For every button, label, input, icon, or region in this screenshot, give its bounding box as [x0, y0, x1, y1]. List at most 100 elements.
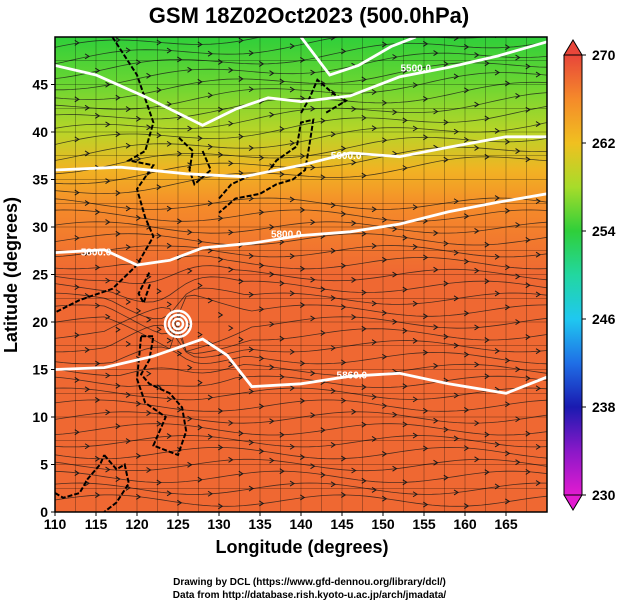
wind-arrow [289, 385, 295, 391]
wind-arrow [392, 109, 398, 116]
wind-arrow [371, 243, 377, 249]
wind-arrow [464, 445, 470, 452]
contour-labels: 5600.0 5500.0 5800.0 5800.0 5860.0 [81, 63, 432, 381]
wind-arrow [382, 137, 388, 144]
contour-line [55, 337, 547, 395]
wind-arrow [525, 468, 531, 475]
wind-arrow [238, 133, 244, 140]
wind-arrow [125, 299, 131, 305]
wind-arrow [525, 375, 531, 382]
wind-arrow [505, 357, 511, 364]
wind-arrow [105, 313, 111, 320]
wind-arrow [115, 289, 121, 295]
wind-arrow [269, 418, 275, 425]
wind-arrow [433, 362, 439, 369]
wind-arrow [464, 44, 470, 50]
wind-arrow [207, 92, 213, 99]
wind-arrow [228, 229, 234, 236]
wind-arrow [443, 156, 449, 163]
wind-arrow [105, 277, 111, 284]
contour-label: 5500.0 [401, 63, 432, 74]
wind-arrow [197, 282, 203, 289]
wind-arrow [351, 106, 357, 112]
wind-arrow [74, 96, 80, 103]
wind-arrow [84, 346, 90, 353]
wind-arrow [423, 313, 429, 320]
wind-arrow [433, 324, 439, 331]
wind-arrow [474, 420, 480, 427]
wind-arrow [95, 209, 101, 215]
wind-arrow [115, 476, 121, 482]
wind-arrow [238, 430, 244, 437]
wind-arrow [207, 394, 213, 401]
wind-arrow [453, 489, 459, 496]
wind-arrow [300, 360, 306, 367]
wind-arrow [177, 499, 183, 506]
wind-arrow [515, 148, 521, 155]
wind-arrow [289, 86, 295, 93]
wind-arrow [330, 388, 336, 394]
wind-arrow [166, 433, 172, 439]
wind-arrow [95, 360, 101, 367]
wind-arrow [279, 468, 285, 475]
wind-arrow [84, 443, 90, 450]
wind-arrow [105, 121, 111, 128]
wind-arrow [494, 441, 500, 448]
y-axis-title: Latitude (degrees) [1, 197, 21, 353]
x-tick-label: 140 [289, 516, 313, 532]
wind-arrow [300, 302, 306, 308]
wind-arrow [238, 76, 244, 82]
wind-arrow [166, 205, 172, 212]
wind-arrow [433, 230, 439, 236]
wind-arrow [371, 206, 377, 213]
wind-arrow [146, 72, 152, 79]
wind-arrow [423, 501, 429, 508]
wind-arrow [218, 59, 224, 65]
wind-arrow [515, 54, 521, 61]
wind-arrow [412, 337, 418, 344]
wind-arrow [484, 153, 490, 160]
wind-arrow [402, 67, 408, 74]
wind-arrow [423, 349, 429, 356]
wind-arrow [423, 40, 429, 47]
wind-arrow [535, 291, 541, 298]
wind-arrow [146, 410, 152, 416]
wind-arrow [156, 420, 162, 427]
wind-arrow [320, 427, 326, 434]
wind-arrow [279, 373, 285, 380]
wind-arrow [351, 276, 357, 283]
wind-arrow [177, 150, 183, 157]
credit-drawing: Drawing by DCL (https://www.gfd-dennou.o… [173, 577, 446, 588]
wind-arrow [371, 394, 377, 400]
wind-arrow [269, 111, 275, 118]
chart-title: GSM 18Z02Oct2023 (500.0hPa) [149, 3, 469, 28]
wind-arrow [279, 126, 285, 132]
wind-arrow [177, 218, 183, 225]
wind-arrow [423, 254, 429, 261]
wind-arrow [269, 163, 275, 170]
wind-arrow [74, 235, 80, 241]
wind-arrow [84, 53, 90, 60]
wind-arrow [136, 215, 142, 221]
wind-arrow [361, 230, 367, 237]
wind-arrow [156, 326, 162, 333]
wind-arrow [125, 244, 131, 251]
wind-arrow [248, 50, 254, 56]
x-tick-label: 110 [44, 516, 67, 532]
wind-arrow [484, 469, 490, 476]
x-tick-label: 135 [248, 516, 272, 532]
wind-arrow [515, 222, 521, 228]
wind-arrow [125, 142, 131, 149]
wind-arrow [74, 332, 80, 339]
y-tick-label: 15 [32, 362, 48, 378]
colorbar-bottom-arrow [563, 494, 583, 511]
wind-arrow [494, 290, 500, 297]
wind-arrow [279, 280, 285, 287]
contour-line [55, 192, 547, 267]
wind-arrow [197, 331, 203, 338]
wind-arrow [474, 101, 480, 108]
wind-arrow [464, 258, 470, 265]
wind-arrow [74, 39, 80, 46]
wind-arrow [115, 423, 121, 430]
wind-arrow [74, 470, 80, 477]
